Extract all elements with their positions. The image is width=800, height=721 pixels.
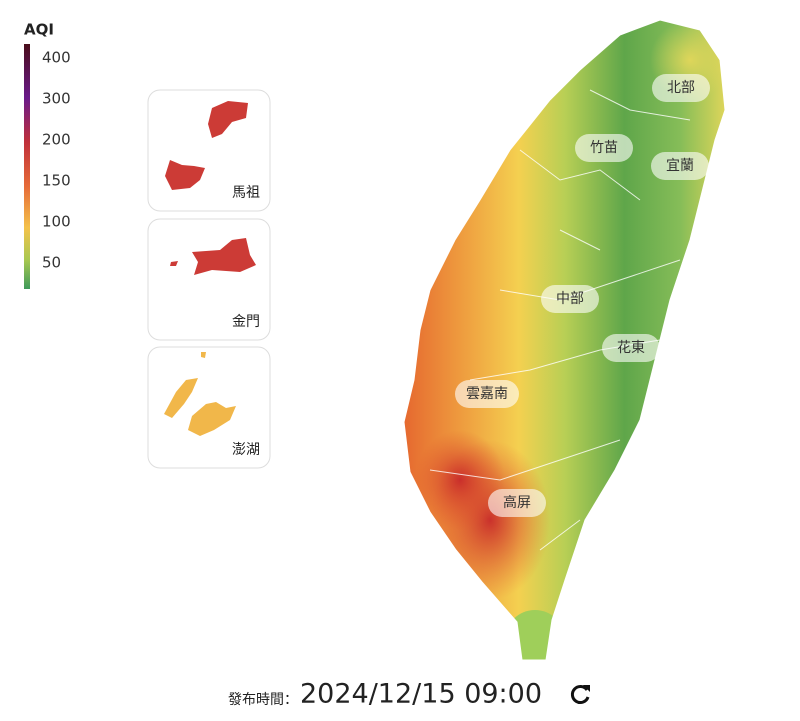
legend-tick: 400 — [42, 49, 71, 67]
region-label: 宜蘭 — [666, 158, 694, 174]
legend-tick: 200 — [42, 131, 71, 149]
legend-tick: 150 — [42, 172, 71, 190]
region-pill[interactable]: 高屏 — [488, 489, 546, 517]
publish-label: 發布時間： — [228, 692, 298, 708]
region-label: 中部 — [556, 291, 584, 307]
publish-time: 2024/12/15 09:00 — [300, 679, 542, 710]
region-label: 高屏 — [503, 494, 531, 511]
refresh-button[interactable] — [570, 685, 590, 704]
region-pill[interactable]: 雲嘉南 — [455, 380, 519, 408]
inset-label: 澎湖 — [232, 442, 260, 458]
region-label: 北部 — [667, 80, 695, 96]
legend-tick: 50 — [42, 254, 61, 272]
legend-tick: 300 — [42, 90, 71, 108]
region-label: 雲嘉南 — [466, 386, 508, 402]
island-outline — [403, 19, 726, 661]
color-bar — [24, 44, 30, 289]
region-pill[interactable]: 宜蘭 — [651, 152, 709, 180]
taiwan-map — [404, 20, 725, 660]
inset-penghu[interactable]: 澎湖 — [147, 346, 271, 469]
legend-title: AQI — [24, 21, 54, 39]
region-label: 花東 — [617, 340, 645, 356]
inset-label: 馬祖 — [232, 185, 260, 201]
region-pill[interactable]: 花東 — [602, 334, 660, 362]
inset-kinmen[interactable]: 金門 — [147, 218, 271, 341]
legend-tick: 100 — [42, 213, 71, 231]
region-pill[interactable]: 中部 — [541, 285, 599, 313]
inset-matsu[interactable]: 馬祖 — [147, 89, 271, 212]
region-pill[interactable]: 竹苗 — [575, 134, 633, 162]
inset-label: 金門 — [232, 314, 260, 330]
region-pill[interactable]: 北部 — [652, 74, 710, 102]
region-label: 竹苗 — [590, 140, 618, 156]
